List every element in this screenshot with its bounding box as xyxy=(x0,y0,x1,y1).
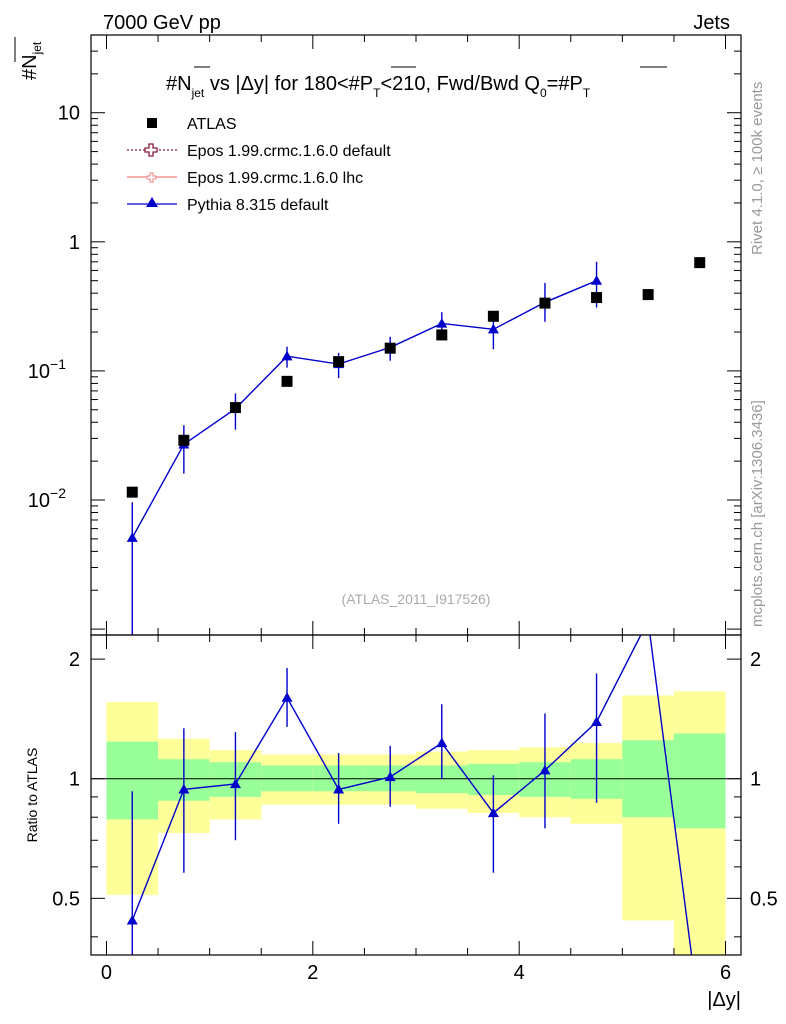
pythia-line xyxy=(131,280,597,539)
ratio-x-tick-label: 4 xyxy=(514,962,525,984)
chart-title-a: #N xyxy=(166,73,192,95)
chart-title-b: vs |Δy| for 180<#P xyxy=(204,73,373,95)
pythia-point xyxy=(281,350,293,361)
legend-epos-default-label: Epos 1.99.crmc.1.6.0 default xyxy=(187,143,391,160)
ratio-x-tick-label: 2 xyxy=(307,962,318,984)
pythia-point xyxy=(436,317,448,328)
header-left: 7000 GeV pp xyxy=(103,12,221,34)
atlas-point xyxy=(126,486,138,498)
legend-entry-epos-default: Epos 1.99.crmc.1.6.0 default xyxy=(127,143,391,160)
chart-title-c: <210, Fwd/Bwd Q xyxy=(380,73,540,95)
ratio-pythia-point xyxy=(539,764,551,775)
main-y-tick-label: 1 xyxy=(69,232,80,254)
ratio-y-tick-label: 0.5 xyxy=(52,888,80,910)
pythia-point xyxy=(126,532,138,542)
ratio-pythia-point xyxy=(436,737,448,748)
legend-entry-pythia: Pythia 8.315 default xyxy=(127,197,329,214)
legend-pythia-label: Pythia 8.315 default xyxy=(187,197,329,214)
atlas-point xyxy=(591,292,603,304)
main-ylabel-sub: jet xyxy=(30,41,44,55)
ratio-pythia-line xyxy=(131,635,693,955)
mcplots-label: mcplots.cern.ch [arXiv:1306.3436] xyxy=(749,400,766,627)
ratio-pythia-point xyxy=(281,692,293,702)
header-right: Jets xyxy=(693,12,730,34)
atlas-point xyxy=(436,329,448,341)
main-axis-ticks: 10−2 10−1 1 10 xyxy=(28,34,741,636)
ratio-y-tick-label-right: 0.5 xyxy=(750,888,778,910)
main-y-tick-label: 10−1 xyxy=(28,356,66,383)
ratio-pythia-point xyxy=(591,716,603,727)
legend-pythia-marker xyxy=(146,197,158,207)
main-ylabel-main: #N xyxy=(19,54,41,80)
pythia-point xyxy=(591,275,603,285)
ratio-pythia-point xyxy=(384,771,396,782)
ratio-y-tick-label-right: 2 xyxy=(750,649,761,671)
atlas-point xyxy=(694,257,706,269)
ratio-pythia-point xyxy=(333,783,345,794)
ratio-xlabel: |Δy| xyxy=(707,989,741,1011)
ratio-axis-ticks: 0 2 4 6 0.5 0.5 1 1 2 2 xyxy=(52,635,778,984)
chart-title-b-sub: T xyxy=(373,86,381,100)
atlas-point xyxy=(487,310,499,322)
ratio-pythia-point xyxy=(126,914,138,925)
ratio-y-tick-label: 1 xyxy=(69,769,80,791)
ratio-pythia-point xyxy=(487,807,499,818)
main-y-tick-label: 10−2 xyxy=(28,485,66,512)
pythia-point xyxy=(487,323,499,334)
atlas-point xyxy=(178,434,190,446)
ratio-y-tick-label: 2 xyxy=(69,649,80,671)
ratio-band-inner xyxy=(673,733,726,829)
atlas-point xyxy=(281,375,293,387)
legend-atlas-marker xyxy=(147,118,157,128)
atlas-point xyxy=(384,342,396,354)
chart-title: #Njet vs |Δy| for 180<#PT<210, Fwd/Bwd Q… xyxy=(166,73,591,100)
ratio-pythia-point xyxy=(178,783,190,794)
legend-entry-epos-lhc: Epos 1.99.crmc.1.6.0 lhc xyxy=(127,170,363,187)
ratio-y-tick-label-right: 1 xyxy=(750,769,761,791)
chart-title-d-sub: T xyxy=(583,86,591,100)
rivet-label: Rivet 4.1.0, ≥ 100k events xyxy=(749,82,766,255)
ratio-x-tick-label: 6 xyxy=(720,962,731,984)
chart-title-d: =#P xyxy=(547,73,583,95)
main-series xyxy=(126,257,706,635)
atlas-point xyxy=(539,297,551,309)
atlas-point xyxy=(229,402,241,414)
legend-epos-lhc-marker xyxy=(146,172,157,183)
main-y-tick-label: 10 xyxy=(58,103,80,125)
chart-title-a-sub: jet xyxy=(191,86,205,100)
atlas-point xyxy=(642,289,654,301)
ratio-pythia-point xyxy=(229,778,241,789)
ratio-series xyxy=(126,635,693,955)
ratio-bands xyxy=(106,691,726,955)
chart-title-c-sub: 0 xyxy=(540,86,547,100)
ratio-ylabel: Ratio to ATLAS xyxy=(24,748,40,843)
ratio-panel: 0 2 4 6 0.5 0.5 1 1 2 2 Ratio to ATLAS |Δy| xyxy=(24,634,778,1011)
atlas-point xyxy=(333,356,345,368)
analysis-watermark: (ATLAS_2011_I917526) xyxy=(342,591,491,607)
legend-epos-default-marker xyxy=(144,143,158,157)
legend-atlas-label: ATLAS xyxy=(187,116,237,133)
ratio-x-tick-label: 0 xyxy=(101,962,112,984)
legend-epos-lhc-label: Epos 1.99.crmc.1.6.0 lhc xyxy=(187,170,363,187)
legend-entry-atlas: ATLAS xyxy=(147,116,237,133)
legend: ATLAS Epos 1.99.crmc.1.6.0 default Epos … xyxy=(127,116,391,214)
main-ylabel: #Njet xyxy=(19,41,44,80)
